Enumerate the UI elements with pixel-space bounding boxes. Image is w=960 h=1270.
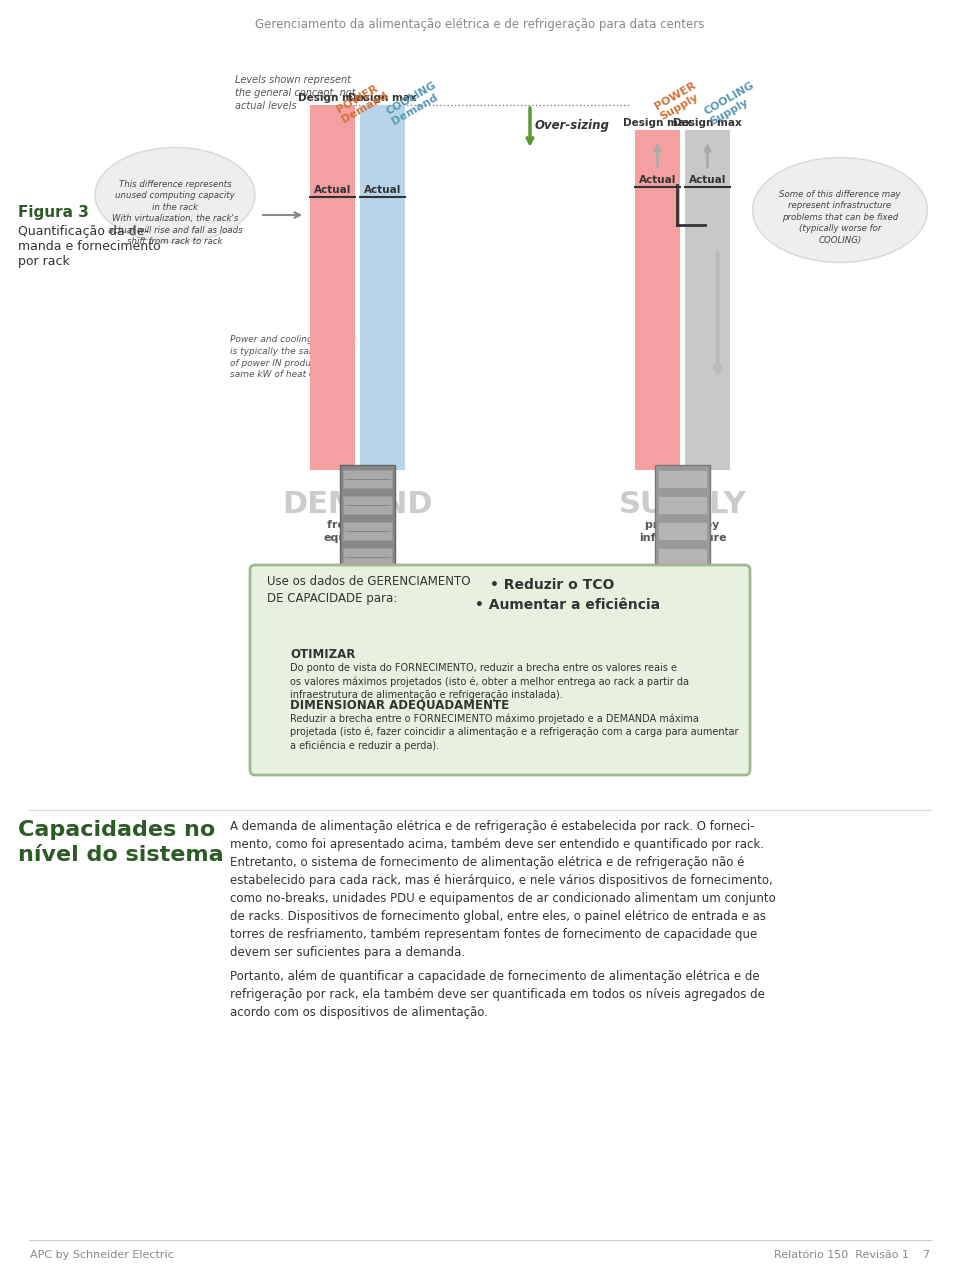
Bar — [658, 522, 707, 540]
Text: Design max: Design max — [623, 118, 692, 128]
Text: Over-sizing: Over-sizing — [535, 118, 610, 132]
Ellipse shape — [753, 157, 927, 263]
Bar — [635, 130, 680, 470]
Text: Figura 3: Figura 3 — [18, 204, 89, 220]
Text: Power and cooling DEMAND
is typically the same – kW
of power IN produces the
sam: Power and cooling DEMAND is typically th… — [230, 335, 356, 380]
Bar — [360, 105, 405, 470]
Text: Design max: Design max — [673, 118, 742, 128]
Bar — [310, 105, 355, 470]
Text: Actual: Actual — [638, 175, 676, 185]
Text: Use os dados de GERENCIAMENTO
DE CAPACIDADE para:: Use os dados de GERENCIAMENTO DE CAPACID… — [267, 575, 470, 605]
Bar — [343, 522, 392, 540]
Bar — [343, 626, 392, 644]
Text: OTIMIZAR: OTIMIZAR — [290, 648, 355, 660]
Text: POWER
Demand: POWER Demand — [334, 80, 390, 124]
Text: This difference represents
unused computing capacity
in the rack
With virtualiza: This difference represents unused comput… — [108, 180, 242, 246]
Bar — [658, 470, 707, 488]
Text: POWER
Supply: POWER Supply — [653, 80, 703, 122]
Text: COOLING
Supply: COOLING Supply — [703, 80, 762, 127]
Text: Actual: Actual — [364, 185, 401, 196]
Text: Design max: Design max — [299, 93, 367, 103]
Text: DEMAND: DEMAND — [282, 490, 433, 519]
Text: APC by Schneider Electric: APC by Schneider Electric — [30, 1250, 174, 1260]
Bar — [658, 599, 707, 618]
Text: A demanda de alimentação elétrica e de refrigeração é estabelecida por rack. O f: A demanda de alimentação elétrica e de r… — [230, 820, 776, 959]
Text: provided by
infrastructure: provided by infrastructure — [638, 519, 727, 544]
Bar — [343, 470, 392, 488]
Text: Portanto, além de quantificar a capacidade de fornecimento de alimentação elétri: Portanto, além de quantificar a capacida… — [230, 970, 765, 1019]
Bar — [340, 465, 395, 685]
Text: COOLING
Demand: COOLING Demand — [385, 80, 444, 127]
Text: • Aumentar a eficiência: • Aumentar a eficiência — [475, 598, 660, 612]
Bar — [655, 465, 710, 685]
Ellipse shape — [95, 147, 255, 243]
Bar — [343, 547, 392, 566]
Bar — [343, 599, 392, 618]
Bar — [658, 652, 707, 671]
Text: Quantificação da de-
manda e fornecimento
por rack: Quantificação da de- manda e forneciment… — [18, 225, 160, 268]
Text: from rack
equipment: from rack equipment — [324, 519, 391, 544]
Bar — [343, 652, 392, 671]
Bar — [658, 497, 707, 514]
Bar — [658, 547, 707, 566]
Bar — [658, 574, 707, 592]
Bar — [343, 574, 392, 592]
Bar — [343, 497, 392, 514]
Text: Design max: Design max — [348, 93, 417, 103]
Text: Capacidades no
nível do sistema: Capacidades no nível do sistema — [18, 820, 224, 865]
Text: SUPPLY: SUPPLY — [618, 490, 746, 519]
Text: Actual: Actual — [689, 175, 726, 185]
Text: Some of this difference may
represent infrastructure
problems that can be fixed
: Some of this difference may represent in… — [780, 190, 900, 245]
Text: Do ponto de vista do FORNECIMENTO, reduzir a brecha entre os valores reais e
os : Do ponto de vista do FORNECIMENTO, reduz… — [290, 663, 689, 700]
Text: • Reduzir o TCO: • Reduzir o TCO — [490, 578, 614, 592]
Text: Reduzir a brecha entre o FORNECIMENTO máximo projetado e a DEMANDA máxima
projet: Reduzir a brecha entre o FORNECIMENTO má… — [290, 712, 738, 752]
Text: Levels shown represent
the general concept, not
actual levels: Levels shown represent the general conce… — [235, 75, 355, 112]
Text: Actual: Actual — [314, 185, 351, 196]
Text: Gerenciamento da alimentação elétrica e de refrigeração para data centers: Gerenciamento da alimentação elétrica e … — [255, 18, 705, 30]
Text: Relatório 150  Revisão 1    7: Relatório 150 Revisão 1 7 — [774, 1250, 930, 1260]
FancyBboxPatch shape — [250, 565, 750, 775]
Bar — [685, 130, 730, 470]
Bar — [658, 626, 707, 644]
Text: DIMENSIONAR ADEQUADAMENTE: DIMENSIONAR ADEQUADAMENTE — [290, 698, 509, 711]
